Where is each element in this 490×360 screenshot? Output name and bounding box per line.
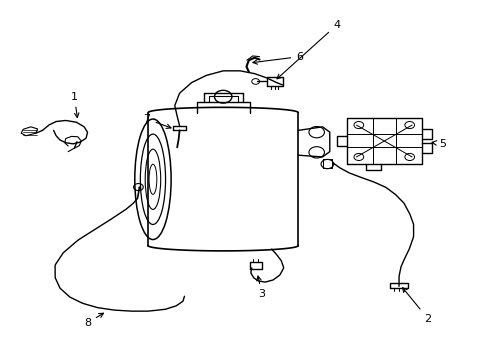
Text: 1: 1 [71,92,79,117]
Text: 6: 6 [253,51,303,64]
Text: 2: 2 [403,288,432,324]
Text: 8: 8 [84,313,103,328]
Text: 5: 5 [432,139,446,149]
Text: 4: 4 [277,20,341,79]
Text: 7: 7 [144,114,171,129]
Text: 3: 3 [257,276,266,299]
